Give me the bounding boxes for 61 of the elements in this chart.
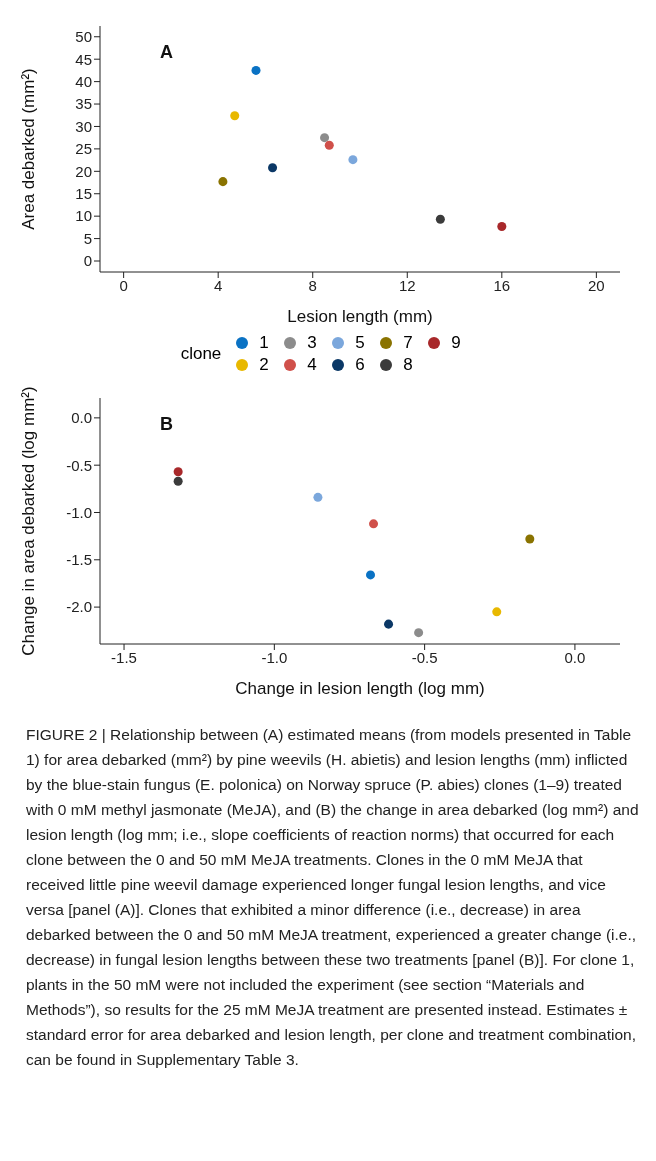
legend-label: 7	[403, 333, 413, 353]
y-tick-label: 30	[75, 117, 92, 135]
point	[435, 214, 445, 224]
point	[384, 619, 394, 629]
y-axis-title: Change in area debarked (log mm²)	[19, 386, 39, 656]
point	[268, 163, 278, 173]
point	[251, 65, 261, 75]
y-tick-label: 10	[75, 207, 92, 225]
x-axis-title: Lesion length (mm)	[287, 307, 433, 326]
x-tick-label: 20	[588, 276, 605, 294]
x-tick-label: 16	[493, 276, 511, 294]
x-tick-label: 8	[308, 276, 317, 294]
y-tick-label: 50	[75, 28, 92, 46]
legend-label: 8	[403, 355, 413, 375]
point	[497, 221, 507, 231]
point	[313, 492, 323, 502]
point	[173, 476, 183, 486]
point	[320, 133, 330, 143]
y-tick-label: 45	[75, 50, 92, 68]
point	[492, 607, 502, 617]
point	[366, 570, 376, 580]
legend-label: 6	[355, 355, 365, 375]
point	[414, 628, 424, 638]
annotation: A	[160, 42, 173, 62]
legend-label: 4	[307, 355, 317, 375]
y-tick-label: 0.0	[71, 409, 92, 427]
y-tick-label: -2.0	[66, 598, 92, 616]
y-tick-label: 0	[83, 252, 92, 270]
y-tick-label: 15	[75, 185, 92, 203]
y-tick-label: -1.0	[66, 503, 92, 521]
legend-label: 1	[259, 333, 269, 353]
y-tick-label: -1.5	[66, 551, 92, 569]
legend-label: 3	[307, 333, 317, 353]
legend-label: 5	[355, 333, 365, 353]
x-axis-title: Change in lesion length (log mm)	[235, 679, 485, 698]
y-tick-label: -0.5	[66, 456, 92, 474]
text: FIGURE 2 | Relationship between (A) estimated means (from models presented in Table 1) for area debarked (mm²) by pine weevils (H. abietis) and lesion lengths (mm) inflicted by the blue-stain fungus (E. polonica) on Norway spruce (P. abies) clones (1–9) treated with 0 mM methyl jasmonate (MeJA), and (B) the change in area debarked (log mm²) and lesion length (log mm; i.e., slope coefficients of reaction norms) that occurred for each clone between the 0 and 50 mM MeJA treatments. Clones in the 0 mM MeJA that received little pine weevil damage experienced longer fungal lesion lengths, and vice versa [panel (A)]. Clones that exhibited a minor difference (i.e., decrease) in area debarked between the 0 and 50 mM MeJA treatment, experienced a greater change (i.e., decrease) in fungal lesion lengths between these two treatments [panel (B)]. For clone 1, plants in the 50 mM were not included the experiment (see section “Materials and Methods”), so results for the 25 mM MeJA treatment are presented instead. Estimates ± standard error for area debarked and lesion length, per clone and treatment combination, can be found in Supplementary Table 3.	[26, 726, 639, 1068]
y-tick-label: 20	[75, 162, 92, 180]
x-tick-label: -0.5	[411, 648, 438, 666]
x-tick-label: 0	[119, 276, 128, 294]
y-axis-title: Area debarked (mm²)	[19, 68, 39, 230]
x-tick-label: 4	[214, 276, 223, 294]
point	[324, 140, 334, 150]
x-tick-label: -1.5	[111, 648, 137, 666]
x-tick-label: 12	[398, 276, 416, 294]
legend-label: 9	[451, 333, 461, 353]
point	[230, 111, 240, 121]
point	[525, 534, 535, 544]
y-tick-label: 40	[75, 72, 92, 90]
y-tick-label: 35	[75, 95, 92, 113]
x-tick-label: -1.0	[261, 648, 288, 666]
y-tick-label: 5	[83, 229, 92, 247]
annotation: B	[160, 414, 173, 434]
y-tick-label: 25	[75, 140, 92, 158]
point	[369, 519, 379, 529]
x-tick-label: 0.0	[564, 648, 586, 666]
legend-label: 2	[259, 355, 269, 375]
point	[348, 155, 358, 165]
point	[173, 467, 183, 477]
point	[218, 177, 228, 187]
legend-title: clone	[180, 344, 222, 364]
